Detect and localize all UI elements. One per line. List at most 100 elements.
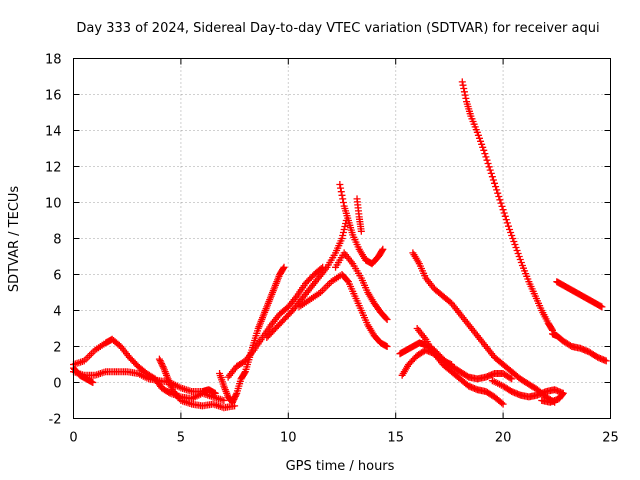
series-arc-2 [70,368,219,397]
series-arc-11 [353,195,365,235]
data-point [231,392,239,400]
data-point [383,343,391,350]
data-point [498,399,506,407]
series-arc-17 [488,377,567,406]
y-tick-label: 14 [45,125,62,140]
y-tick-label: 8 [53,233,61,248]
data-point [517,259,525,266]
x-tick-label: 10 [280,431,297,446]
data-point [378,247,386,254]
data-point [232,391,240,399]
data-point [486,166,494,174]
data-point [504,222,512,230]
data-point [357,227,365,235]
data-point [507,229,515,236]
data-point [228,398,236,406]
data-point [159,363,167,371]
x-tick-label: 25 [602,431,619,446]
data-point [516,256,524,263]
data-point [512,244,520,251]
data-point [339,229,347,236]
series-arc-18 [549,330,610,365]
data-point [506,374,514,382]
data-point [478,140,486,148]
data-point [473,128,481,136]
y-tick-label: 4 [53,305,61,320]
series-arc-15 [413,325,507,408]
data-point [503,219,511,227]
series-arc-3 [70,364,97,386]
y-tick-label: 16 [45,89,62,104]
series-arc-16 [458,78,557,334]
data-point [458,78,466,86]
series-arc-10 [332,249,391,323]
data-point [158,360,166,368]
data-point [479,143,487,151]
series-arc-9 [336,181,387,268]
data-point [494,189,502,197]
data-point [382,314,390,322]
data-point [499,400,507,408]
data-point [492,183,500,191]
series-arc-8 [295,271,391,350]
data-point [480,146,488,154]
data-point [89,379,97,386]
data-point [482,153,490,161]
data-point [460,85,468,92]
data-point [229,397,237,405]
data-point [339,232,347,239]
y-axis-label: SDTVAR / TECUs [7,186,22,293]
data-point [506,226,514,233]
x-tick-label: 20 [495,431,512,446]
data-point [231,402,239,410]
series-arc-13 [409,249,559,406]
data-point [338,191,346,199]
data-point [493,186,501,194]
data-point [279,265,287,272]
data-point [339,195,347,203]
data-point [337,188,345,196]
series-arc-19 [553,278,606,311]
data-point [155,355,163,363]
data-point [513,247,521,254]
data-point [336,181,344,188]
data-point [156,357,164,365]
data-point [491,179,499,187]
data-point [487,169,495,177]
data-point [379,245,387,253]
data-point [510,238,518,245]
data-point [448,361,456,368]
data-point [514,250,522,257]
y-tick-label: 10 [45,197,62,212]
data-point [500,209,508,217]
data-point [538,397,546,404]
data-point [475,134,483,142]
y-tick-label: 0 [53,377,61,392]
data-point [489,176,497,184]
data-point [511,241,519,248]
data-point [459,81,467,89]
x-tick-label: 5 [177,431,185,446]
data-point [502,216,510,224]
chart-title: Day 333 of 2024, Sidereal Day-to-day VTE… [76,21,599,36]
data-point [488,173,496,181]
data-point [383,316,391,323]
data-point [477,137,485,145]
data-point [220,397,228,404]
data-point [341,223,349,230]
x-tick-label: 15 [387,431,404,446]
data-point [339,199,347,206]
y-tick-label: 2 [53,341,61,356]
data-point [509,235,517,242]
data-point [231,394,239,402]
data-point [461,91,469,99]
data-point [515,253,523,260]
data-point [165,388,173,396]
data-point [157,358,165,366]
x-tick-label: 0 [69,431,77,446]
data-point [598,303,606,311]
data-point [158,361,166,369]
data-point [230,395,238,403]
y-tick-label: 12 [45,161,62,176]
data-point [280,263,288,271]
